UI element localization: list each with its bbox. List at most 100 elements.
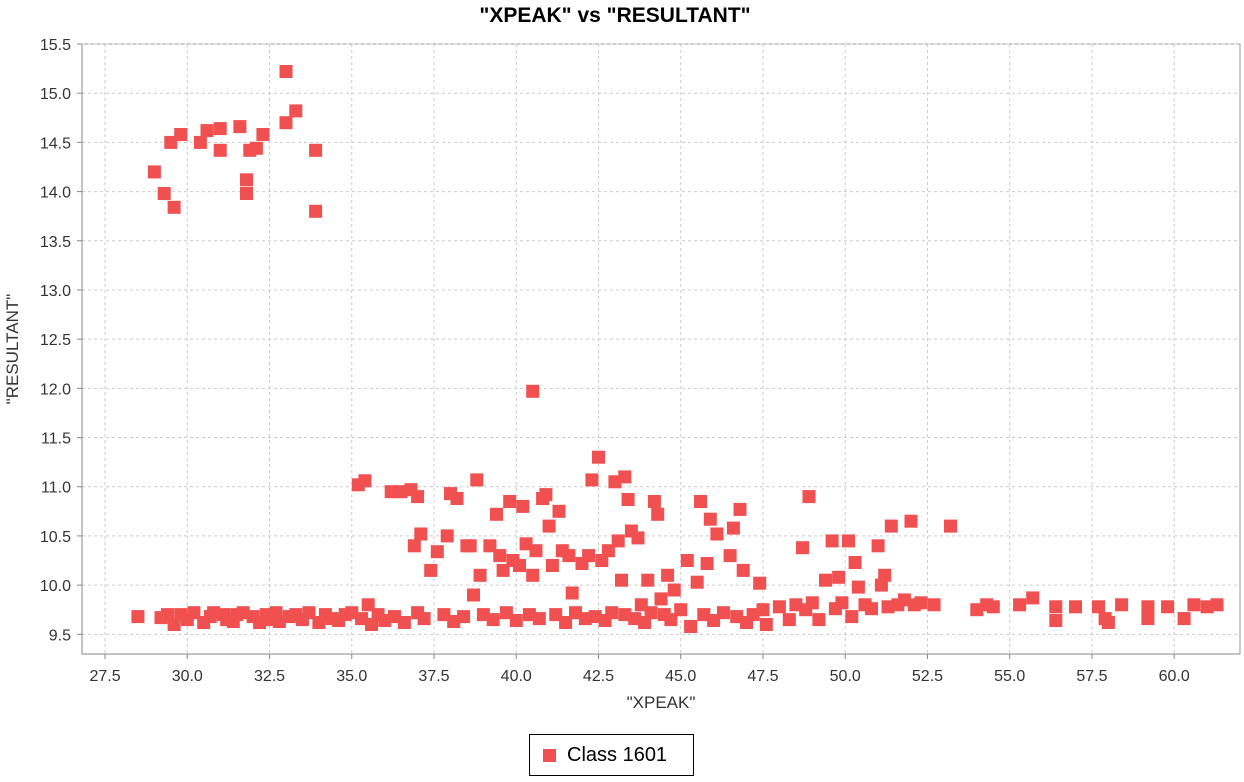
data-point — [1200, 600, 1214, 614]
data-point — [730, 610, 744, 624]
data-point — [450, 492, 464, 505]
data-point — [1161, 600, 1175, 614]
data-point — [424, 563, 438, 577]
data-point — [796, 541, 809, 555]
legend-label-class-1601: Class 1601 — [567, 743, 668, 766]
data-point — [384, 485, 398, 499]
data-point — [279, 116, 293, 130]
y-tick-label: 13.0 — [40, 283, 71, 300]
data-point — [644, 606, 658, 620]
data-point — [825, 534, 839, 548]
data-point — [697, 608, 711, 622]
x-tick-label: 60.0 — [1159, 668, 1190, 685]
data-point — [240, 187, 253, 200]
data-point — [733, 502, 747, 516]
y-tick-label: 15.5 — [40, 37, 71, 54]
grid-lines — [82, 43, 1240, 654]
data-point — [772, 600, 786, 614]
data-point — [233, 120, 247, 134]
x-tick-label: 55.0 — [994, 668, 1025, 685]
data-point — [467, 588, 480, 602]
data-point — [213, 143, 227, 157]
data-point — [756, 603, 770, 617]
data-point — [865, 602, 878, 616]
data-point — [647, 495, 661, 508]
data-point — [628, 612, 642, 626]
data-point — [161, 608, 174, 622]
data-point — [782, 613, 796, 627]
y-tick-label: 10.5 — [40, 529, 71, 546]
data-point — [805, 596, 819, 610]
data-point — [835, 596, 849, 610]
data-point — [522, 608, 536, 622]
data-point — [588, 610, 602, 624]
y-tick-label: 14.5 — [40, 135, 71, 152]
data-point — [736, 563, 750, 577]
data-point — [710, 527, 724, 541]
data-point — [345, 606, 359, 620]
data-point — [871, 539, 885, 553]
data-point — [361, 598, 375, 612]
data-point — [355, 612, 369, 626]
data-point — [618, 470, 632, 484]
data-point — [539, 488, 553, 502]
data-point — [680, 554, 694, 567]
axes — [81, 44, 1240, 655]
data-point — [207, 606, 221, 620]
data-point — [578, 612, 592, 626]
data-point — [457, 610, 471, 624]
data-point — [529, 544, 543, 558]
data-point — [884, 519, 898, 533]
data-point — [703, 512, 717, 526]
data-point — [470, 473, 484, 487]
data-point — [661, 568, 675, 582]
data-point — [569, 606, 582, 620]
data-point — [608, 475, 622, 489]
plot-area — [81, 43, 1241, 655]
data-point — [397, 616, 411, 629]
data-point — [463, 539, 477, 553]
data-point — [1049, 600, 1063, 614]
data-point — [509, 614, 523, 627]
data-point — [411, 490, 425, 504]
data-point — [302, 606, 316, 620]
data-point — [1115, 598, 1129, 612]
x-tick-label: 35.0 — [336, 668, 367, 685]
data-point — [615, 573, 628, 587]
data-point — [1026, 591, 1040, 605]
data-point — [812, 613, 826, 627]
data-point — [694, 495, 707, 508]
data-point — [309, 143, 323, 157]
data-point — [819, 573, 832, 587]
data-point — [1013, 598, 1027, 612]
data-point — [848, 556, 862, 569]
data-point — [753, 576, 767, 590]
x-tick-label: 47.5 — [747, 668, 778, 685]
x-tick-label: 30.0 — [172, 668, 203, 685]
data-point — [388, 610, 401, 624]
data-point — [365, 618, 378, 631]
data-point — [236, 606, 250, 620]
legend-swatch-class-1601 — [543, 748, 556, 762]
data-point — [526, 568, 540, 582]
data-point — [746, 608, 760, 622]
data-point — [690, 575, 704, 589]
y-tick-label: 10.0 — [40, 578, 71, 595]
data-point — [874, 578, 888, 592]
data-point — [358, 474, 372, 488]
data-point — [618, 608, 632, 622]
data-point — [272, 615, 286, 628]
data-point — [1049, 614, 1063, 627]
data-point — [549, 608, 563, 622]
data-point — [167, 200, 181, 214]
data-point — [516, 499, 530, 513]
data-point — [394, 485, 408, 499]
data-point — [1069, 600, 1082, 614]
data-point — [1092, 600, 1105, 614]
data-points — [131, 65, 1224, 633]
data-point — [193, 135, 207, 149]
data-point — [851, 580, 865, 594]
data-point — [499, 606, 513, 620]
data-point — [213, 122, 227, 136]
